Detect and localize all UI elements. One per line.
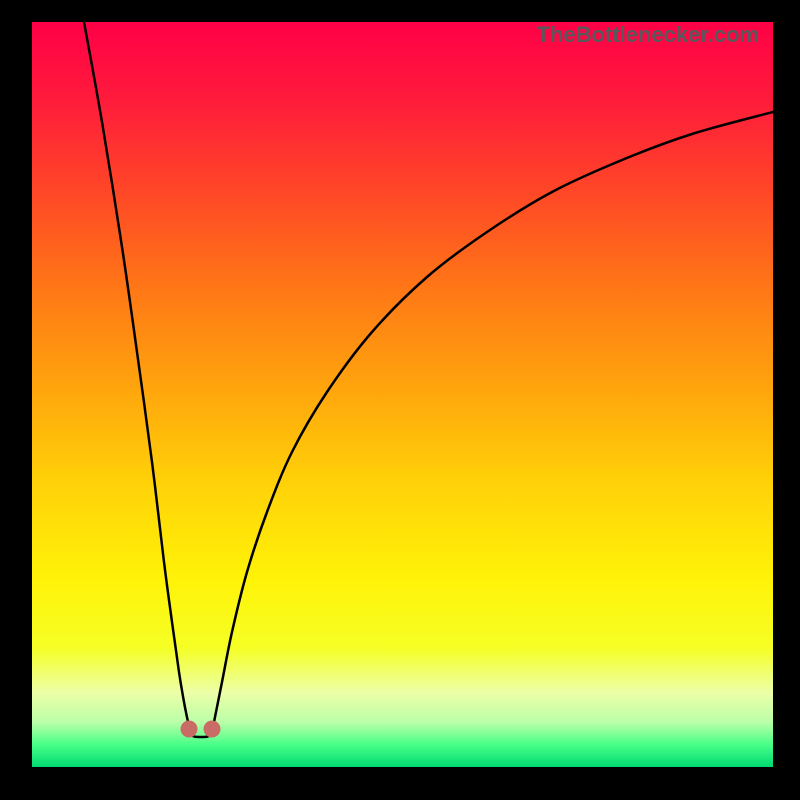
plot-area: TheBottlenecker.com <box>32 22 773 767</box>
bottleneck-curve <box>84 22 773 737</box>
curve-layer <box>32 22 773 767</box>
chart-canvas: TheBottlenecker.com <box>0 0 800 800</box>
curve-marker <box>181 721 198 738</box>
curve-marker <box>204 721 221 738</box>
marker-group <box>181 721 221 738</box>
